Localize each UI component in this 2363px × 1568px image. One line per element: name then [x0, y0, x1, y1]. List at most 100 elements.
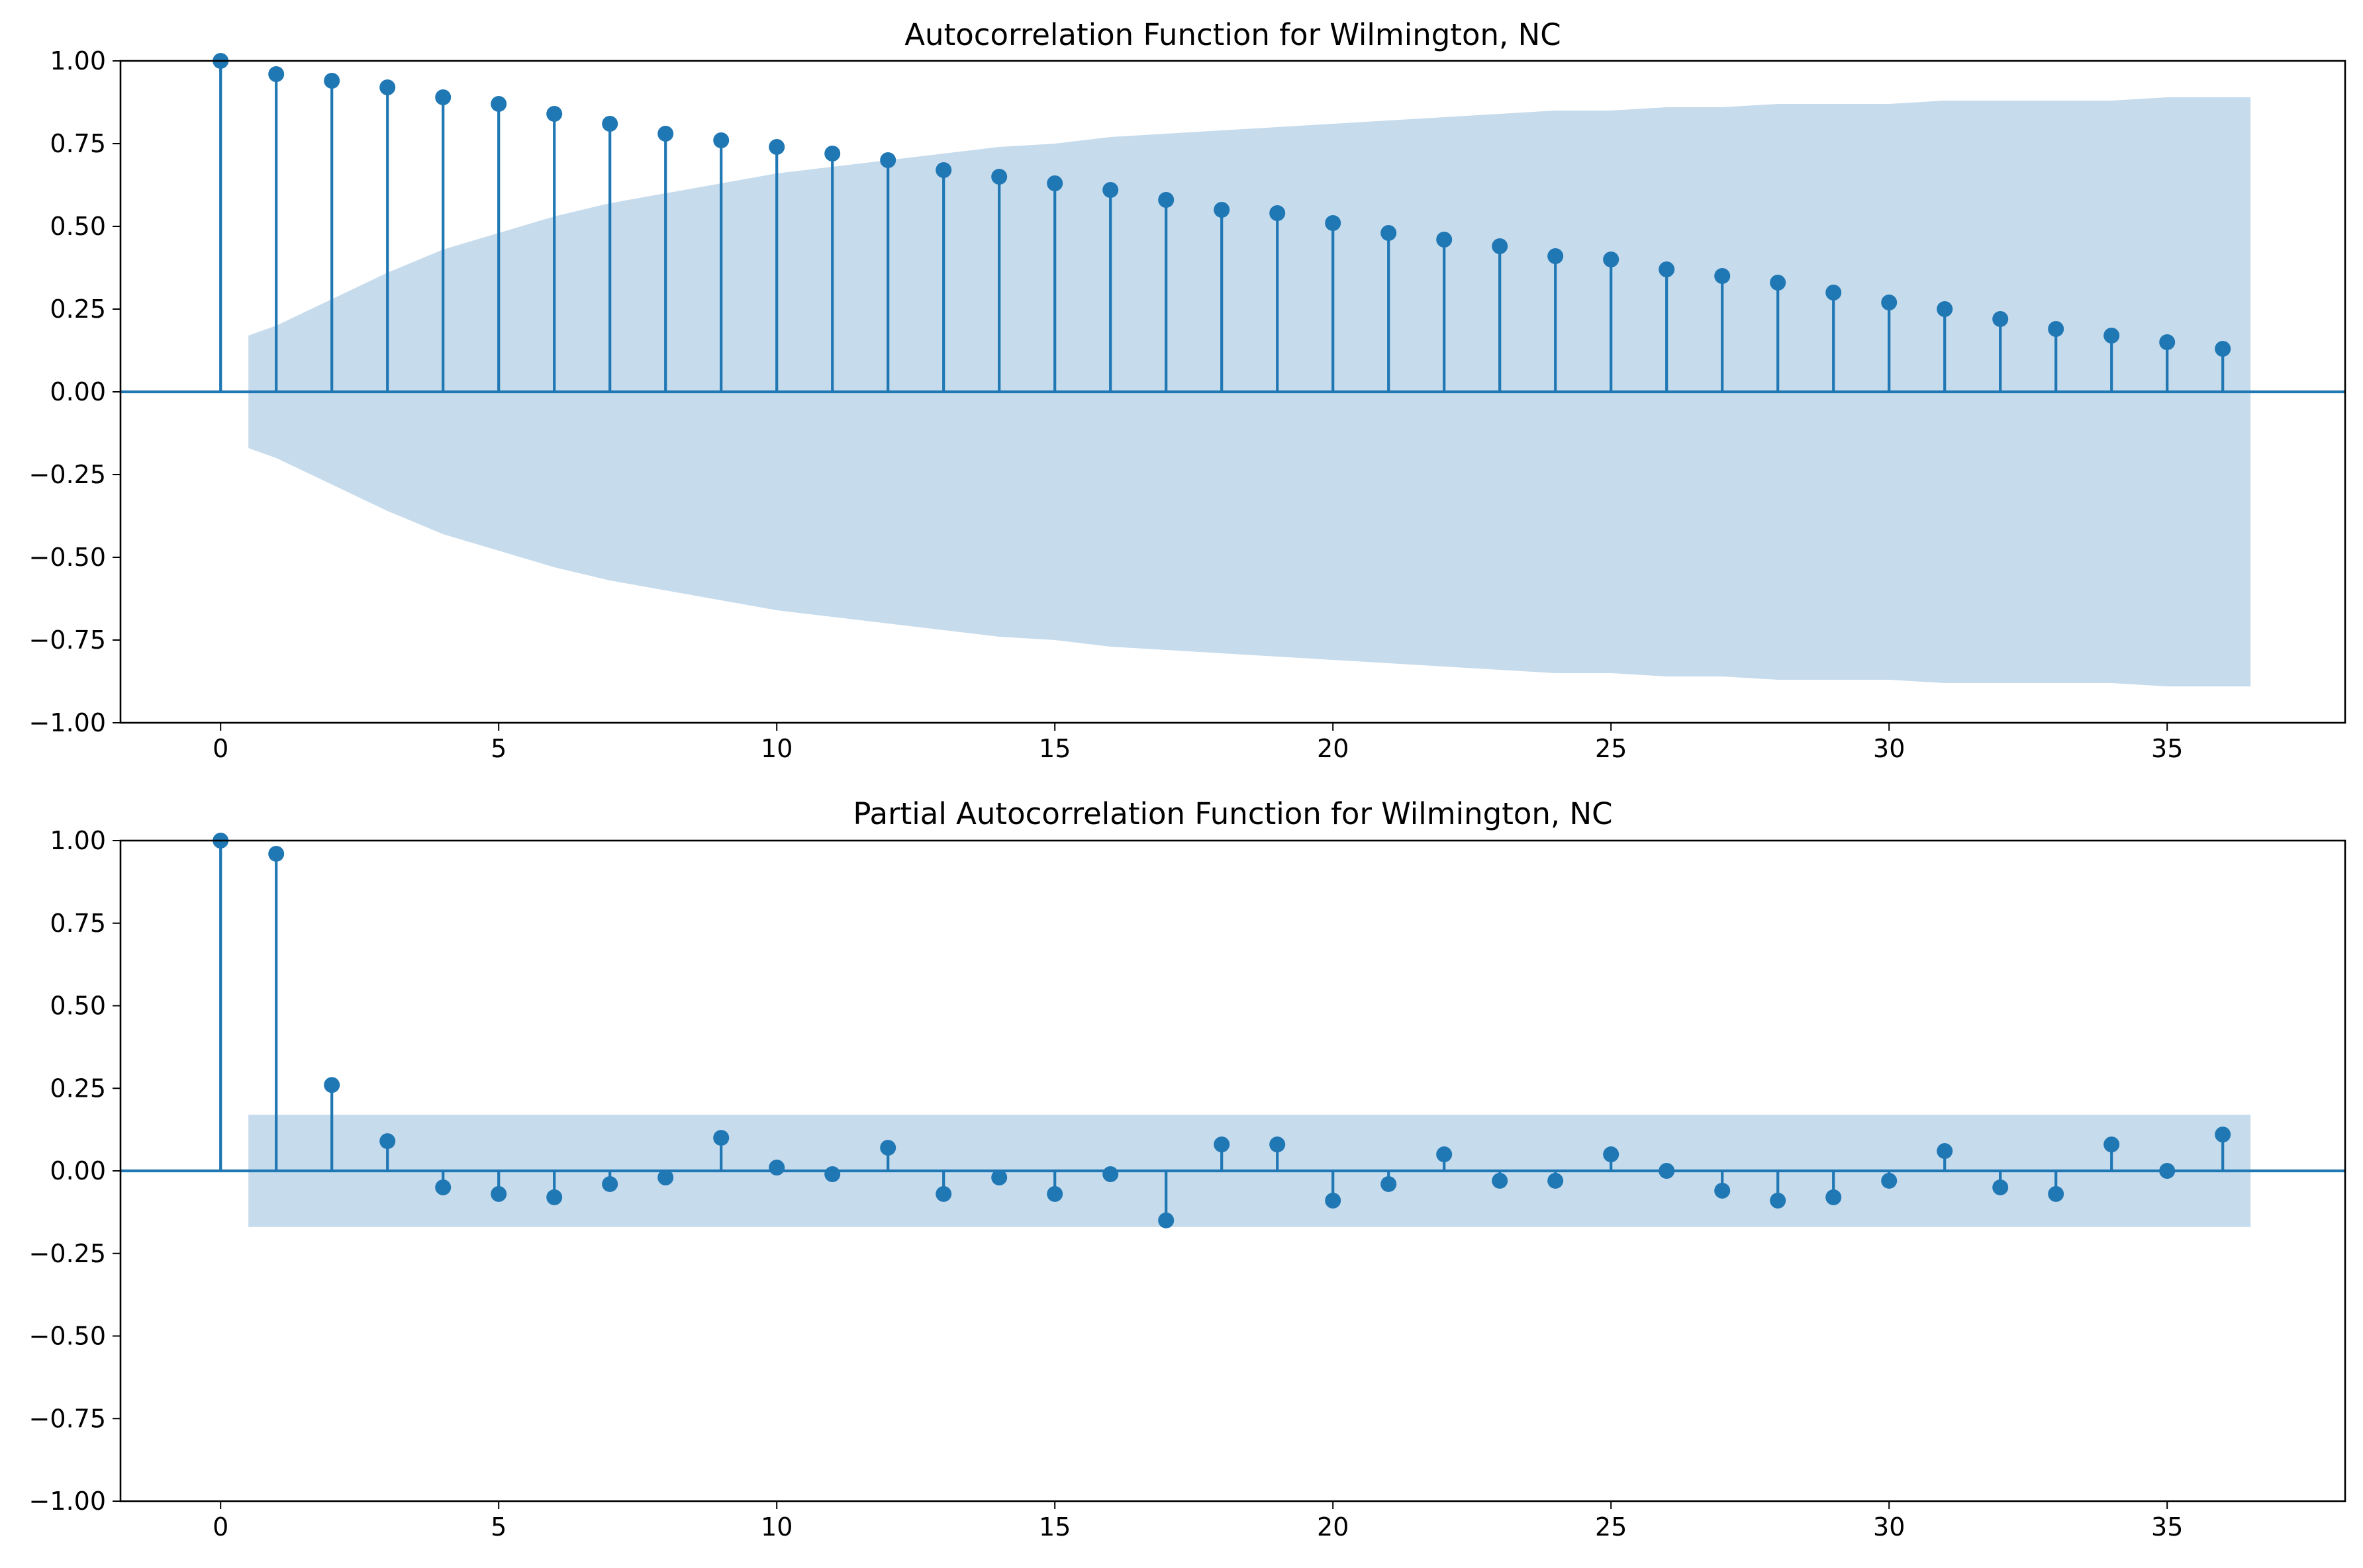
pacf-point-lag-23	[1492, 1172, 1508, 1189]
acf-point-lag-8	[657, 126, 674, 142]
pacf-point-lag-4	[435, 1179, 452, 1195]
acf-point-lag-31	[1937, 301, 1953, 317]
pacf-point-lag-8	[657, 1169, 674, 1185]
acf-point-lag-21	[1380, 225, 1397, 241]
pacf-y-tick-label--0.5: −0.50	[29, 1322, 106, 1351]
pacf-point-lag-3	[379, 1133, 396, 1150]
pacf-point-lag-21	[1380, 1176, 1397, 1192]
acf-y-tick-label--0.25: −0.25	[29, 460, 106, 489]
acf-point-lag-6	[546, 106, 563, 122]
acf-axes-frame	[119, 60, 2346, 724]
acf-stems	[121, 61, 2345, 394]
acf-point-lag-12	[880, 152, 896, 168]
pacf-point-lag-5	[491, 1185, 507, 1202]
acf-point-lag-13	[936, 162, 952, 178]
pacf-title: Partial Autocorrelation Function for Wil…	[853, 796, 1612, 831]
acf-point-lag-35	[2159, 334, 2176, 350]
pacf-point-lag-32	[1992, 1179, 2009, 1195]
acf-point-lag-17	[1158, 192, 1175, 208]
pacf-point-lag-2	[324, 1077, 340, 1093]
acf-point-lag-3	[379, 79, 396, 95]
acf-point-lag-14	[991, 169, 1008, 185]
pacf-y-tick-label-1: 1.00	[50, 826, 106, 855]
pacf-point-lag-12	[880, 1140, 896, 1156]
acf-x-tick-label-10: 10	[761, 734, 793, 763]
acf-point-lag-19	[1269, 205, 1286, 221]
pacf-point-lag-35	[2159, 1163, 2176, 1179]
acf-point-lag-2	[324, 73, 340, 89]
acf-y-tick-label--0.5: −0.50	[29, 543, 106, 572]
pacf-point-lag-31	[1937, 1143, 1953, 1160]
pacf-x-tick-label-30: 30	[1873, 1512, 1905, 1542]
pacf-y-tick-label-0.5: 0.50	[50, 992, 106, 1021]
acf-point-lag-26	[1659, 261, 1675, 277]
acf-point-lag-34	[2103, 328, 2120, 344]
pacf-point-lag-29	[1825, 1189, 1842, 1205]
acf-point-lag-4	[435, 89, 452, 105]
pacf-y-ticks: −1.00 −0.75 −0.50 −0.25 0.00 0.25 0.50 0.75 1.00	[29, 826, 121, 1516]
pacf-points	[213, 833, 2231, 1228]
acf-point-lag-32	[1992, 311, 2009, 327]
pacf-point-lag-36	[2215, 1127, 2231, 1143]
acf-points	[213, 53, 2231, 357]
pacf-point-lag-26	[1659, 1163, 1675, 1179]
pacf-y-tick-label-0.75: 0.75	[50, 909, 106, 938]
pacf-point-lag-6	[546, 1189, 563, 1205]
pacf-x-ticks: 0 5 10 15 20 25 30 35	[213, 1501, 2183, 1542]
acf-title: Autocorrelation Function for Wilmington,…	[904, 17, 1561, 52]
acf-point-lag-29	[1825, 285, 1842, 300]
pacf-y-tick-label--1: −1.00	[29, 1487, 106, 1516]
pacf-x-tick-label-25: 25	[1595, 1512, 1627, 1542]
pacf-point-lag-22	[1436, 1146, 1453, 1163]
pacf-x-tick-label-5: 5	[491, 1512, 506, 1542]
pacf-point-lag-16	[1102, 1166, 1119, 1182]
acf-point-lag-5	[491, 96, 507, 112]
pacf-point-lag-13	[936, 1185, 952, 1202]
acf-panel: Autocorrelation Function for Wilmington,…	[29, 17, 2346, 763]
acf-point-lag-23	[1492, 238, 1508, 254]
acf-point-lag-10	[769, 139, 785, 155]
acf-x-tick-label-30: 30	[1873, 734, 1905, 763]
acf-point-lag-16	[1102, 182, 1119, 198]
pacf-point-lag-17	[1158, 1212, 1175, 1228]
acf-x-tick-label-20: 20	[1317, 734, 1349, 763]
acf-point-lag-22	[1436, 232, 1453, 248]
acf-point-lag-9	[713, 132, 730, 148]
pacf-point-lag-15	[1047, 1185, 1063, 1202]
acf-y-tick-label--1: −1.00	[29, 708, 106, 737]
acf-y-tick-label-0.5: 0.50	[50, 212, 106, 241]
pacf-x-tick-label-20: 20	[1317, 1512, 1349, 1542]
acf-point-lag-30	[1881, 295, 1898, 310]
acf-y-tick-label-0.25: 0.25	[50, 295, 106, 324]
pacf-point-lag-20	[1325, 1192, 1341, 1209]
acf-x-ticks: 0 5 10 15 20 25 30 35	[213, 723, 2183, 763]
acf-y-tick-label-0: 0.00	[50, 377, 106, 406]
acf-x-tick-label-25: 25	[1595, 734, 1627, 763]
acf-point-lag-27	[1714, 268, 1731, 284]
acf-point-lag-11	[824, 146, 841, 161]
acf-point-lag-15	[1047, 175, 1063, 191]
acf-point-lag-18	[1214, 202, 1230, 218]
pacf-point-lag-9	[713, 1130, 730, 1146]
acf-x-tick-label-15: 15	[1039, 734, 1071, 763]
pacf-point-lag-33	[2048, 1185, 2064, 1202]
pacf-point-lag-7	[602, 1176, 618, 1192]
pacf-point-lag-11	[824, 1166, 841, 1182]
pacf-point-lag-30	[1881, 1172, 1898, 1189]
acf-point-lag-36	[2215, 341, 2231, 357]
pacf-panel: Partial Autocorrelation Function for Wil…	[29, 796, 2346, 1542]
pacf-point-lag-18	[1214, 1136, 1230, 1153]
pacf-point-lag-14	[991, 1169, 1008, 1185]
acf-y-ticks: −1.00 −0.75 −0.50 −0.25 0.00 0.25 0.50 0.75 1.00	[29, 46, 121, 737]
pacf-y-tick-label--0.75: −0.75	[29, 1404, 106, 1433]
pacf-x-tick-label-15: 15	[1039, 1512, 1071, 1542]
acf-y-tick-label-1: 1.00	[50, 46, 106, 75]
pacf-x-tick-label-10: 10	[761, 1512, 793, 1542]
pacf-point-lag-10	[769, 1160, 785, 1176]
acf-point-lag-33	[2048, 321, 2064, 337]
acf-point-lag-28	[1770, 275, 1786, 291]
acf-y-tick-label-0.75: 0.75	[50, 129, 106, 158]
pacf-point-lag-1	[268, 845, 285, 862]
pacf-point-lag-28	[1770, 1192, 1786, 1209]
